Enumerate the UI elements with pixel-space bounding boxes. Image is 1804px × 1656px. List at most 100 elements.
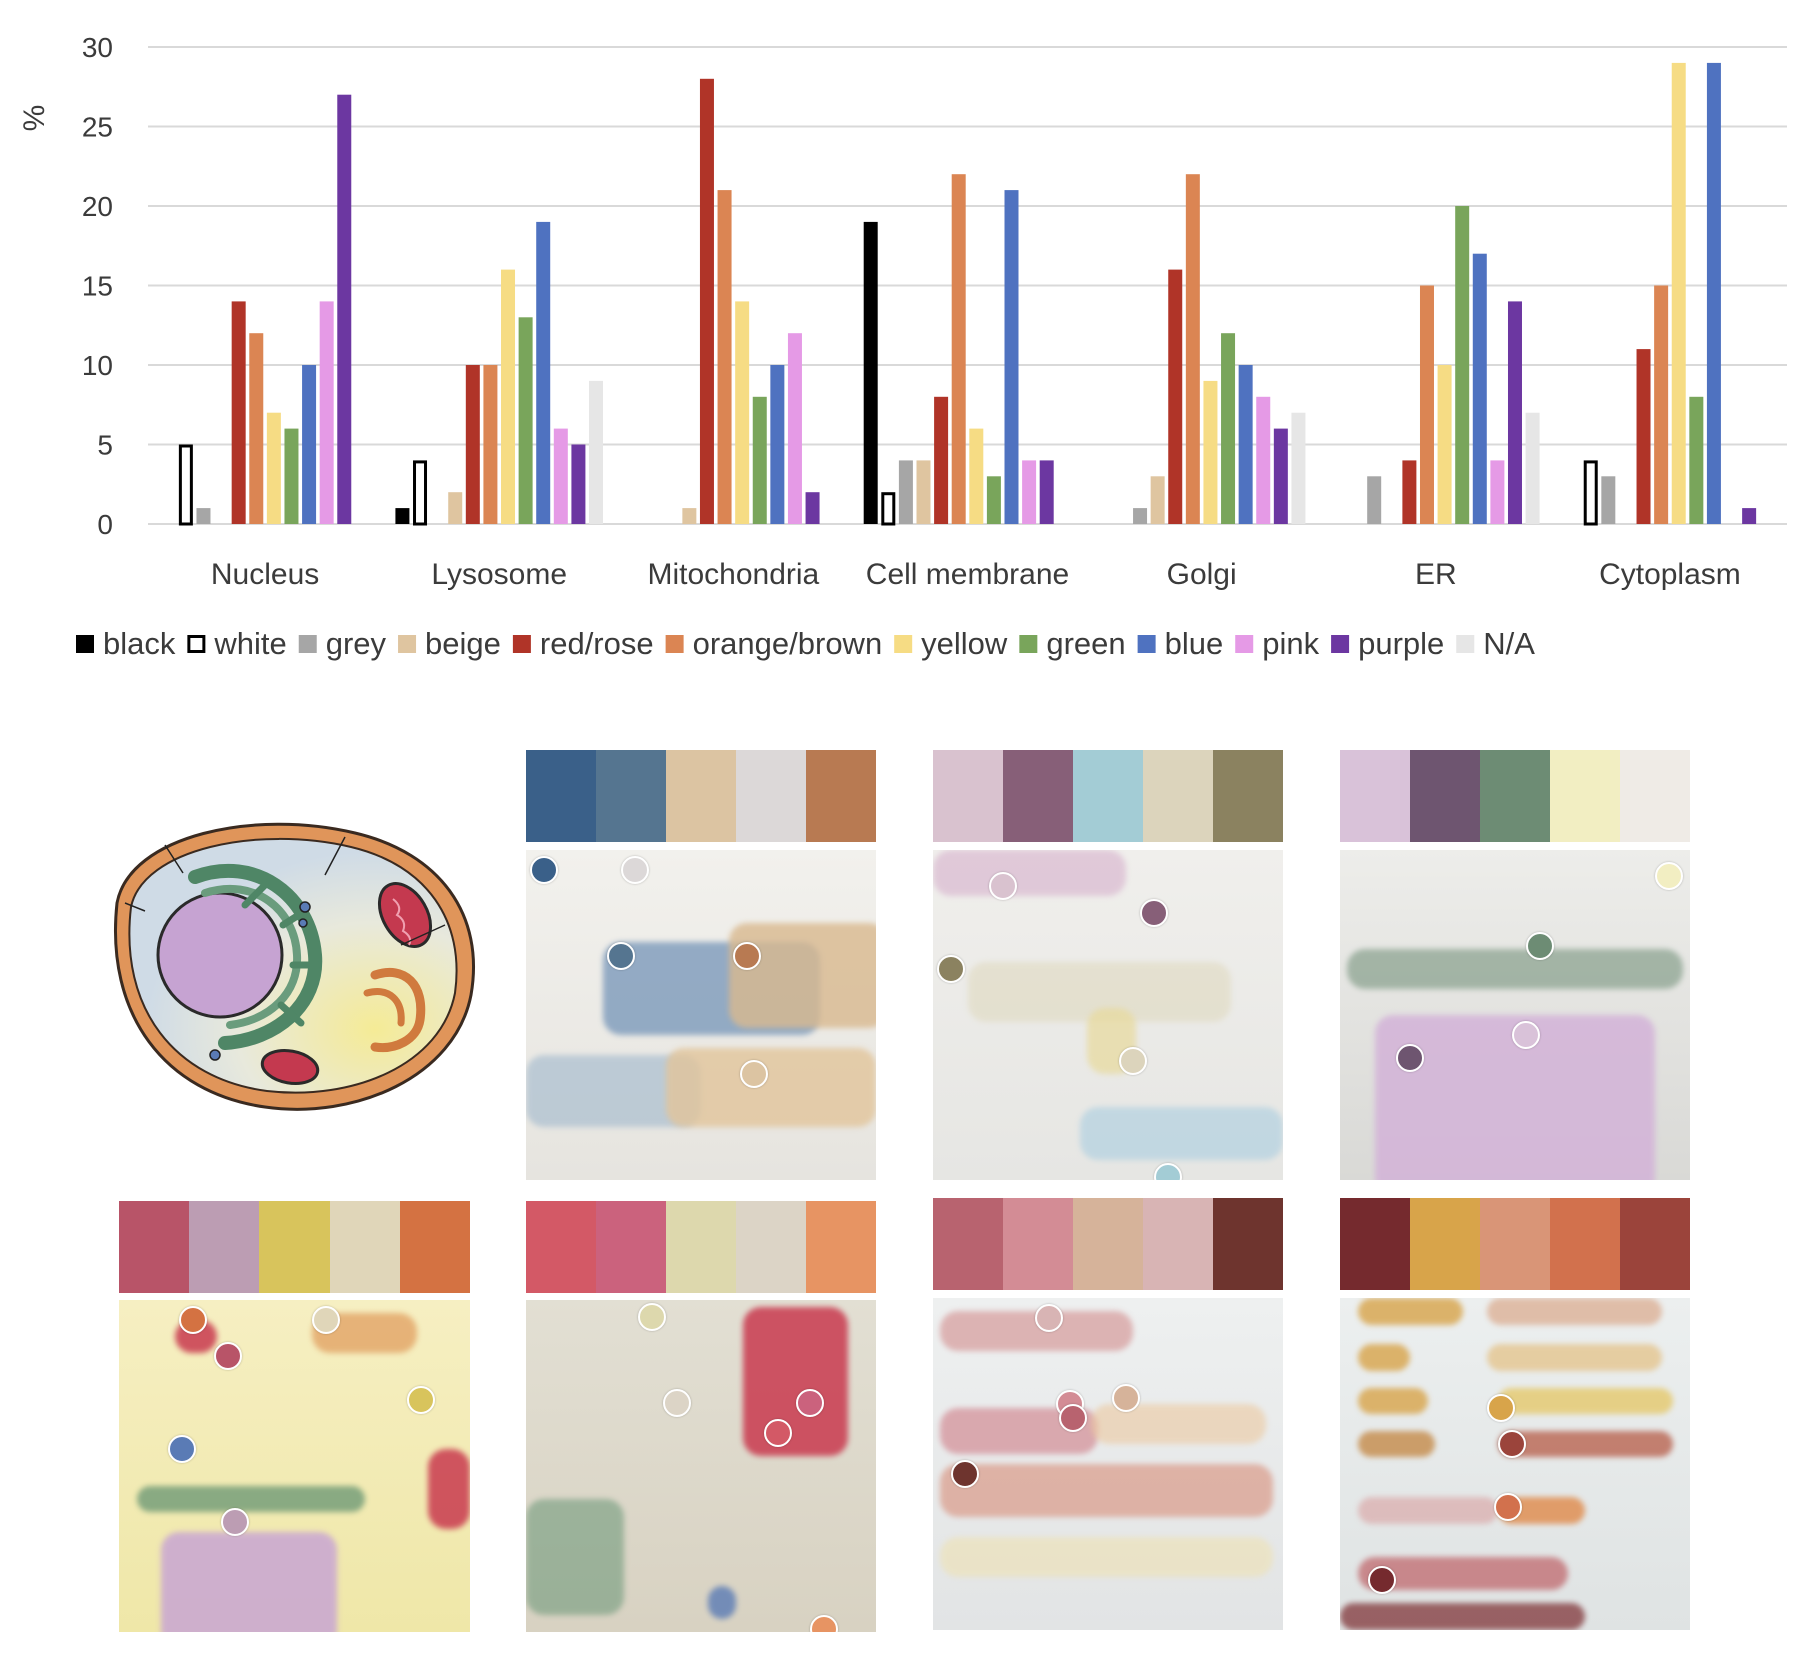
paint-stroke <box>1487 1298 1662 1325</box>
bar-er-na <box>1526 413 1540 524</box>
sampled-color-marker <box>740 1060 768 1088</box>
bar-lysosome-purple <box>571 445 585 525</box>
y-tick-label: 20 <box>82 191 113 222</box>
palette-swatch <box>1073 750 1143 842</box>
bar-golgi-na <box>1291 413 1305 524</box>
palette-swatch <box>666 1201 736 1293</box>
bar-nucleus-yellow <box>267 413 281 524</box>
legend-label: white <box>213 626 286 661</box>
palette-swatch <box>806 750 876 842</box>
palette-swatch <box>526 750 596 842</box>
bars <box>180 63 1756 524</box>
paint-stroke <box>161 1532 337 1632</box>
sampled-color-marker <box>214 1342 242 1370</box>
palette-swatch <box>596 750 666 842</box>
sampled-color-marker <box>796 1389 824 1417</box>
bar-mitochondria-orangebrown <box>718 190 732 524</box>
bar-cell-membrane-orangebrown <box>952 174 966 524</box>
sampled-color-marker <box>1396 1044 1424 1072</box>
bar-lysosome-black <box>395 508 409 524</box>
paint-stroke <box>1091 1404 1266 1444</box>
sampled-color-marker <box>1112 1384 1140 1412</box>
sampled-color-marker <box>951 1460 979 1488</box>
palette-swatch <box>1213 1198 1283 1290</box>
category-label: Cell membrane <box>866 558 1069 591</box>
bar-cytoplasm-blue <box>1707 63 1721 524</box>
bar-golgi-beige <box>1151 476 1165 524</box>
category-label: Mitochondria <box>647 558 819 591</box>
legend-swatch <box>1019 635 1037 653</box>
category-labels: Nucleus Lysosome Mitochondria Cell membrane… <box>211 558 1741 591</box>
palette-swatch <box>1340 750 1410 842</box>
bar-lysosome-white <box>415 462 426 524</box>
paint-stroke <box>1358 1388 1428 1415</box>
y-tick-label: 5 <box>97 430 113 461</box>
paint-stroke <box>1498 1388 1673 1415</box>
bar-lysosome-yellow <box>501 270 515 524</box>
legend-item: pink <box>1235 626 1319 661</box>
paint-stroke <box>743 1307 848 1456</box>
bar-lysosome-redrose <box>466 365 480 524</box>
bar-golgi-green <box>1221 333 1235 524</box>
legend-label: grey <box>326 626 387 661</box>
bar-cell-membrane-pink <box>1022 460 1036 524</box>
sampled-color-marker <box>1059 1404 1087 1432</box>
mitochondria-detail-photo <box>526 1300 876 1632</box>
palette-swatch <box>189 1201 259 1293</box>
bar-mitochondria-blue <box>770 365 784 524</box>
bar-er-pink <box>1490 460 1504 524</box>
y-axis-ticks: 051015202530 <box>82 32 113 540</box>
bar-nucleus-pink <box>320 301 334 524</box>
legend-label: black <box>103 626 176 661</box>
palette-swatch <box>1410 1198 1480 1290</box>
sampled-color-marker <box>810 1615 838 1632</box>
palette-strip <box>119 1201 470 1293</box>
bar-er-purple <box>1508 301 1522 524</box>
paint-stroke <box>1347 949 1683 989</box>
bar-cell-membrane-black <box>864 222 878 524</box>
sampled-color-marker <box>1498 1430 1526 1458</box>
sampled-color-marker <box>764 1419 792 1447</box>
watercolor-swatch-photo <box>526 850 876 1180</box>
paint-stroke <box>137 1486 365 1513</box>
palette-swatch <box>666 750 736 842</box>
legend-item: purple <box>1331 626 1444 661</box>
sampled-color-marker <box>937 955 965 983</box>
palette-swatch <box>1003 750 1073 842</box>
legend-item: blue <box>1138 626 1224 661</box>
legend-swatch <box>189 637 204 652</box>
legend-label: blue <box>1165 626 1224 661</box>
paint-stroke <box>1358 1431 1435 1458</box>
paint-stroke <box>526 1499 624 1615</box>
bar-golgi-grey <box>1133 508 1147 524</box>
palette-swatch <box>596 1201 666 1293</box>
legend-item: black <box>76 626 176 661</box>
legend-item: green <box>1019 626 1125 661</box>
legend-label: orange/brown <box>693 626 883 661</box>
palette-strip <box>1340 1198 1690 1290</box>
sampled-color-marker <box>179 1306 207 1334</box>
palette-strip <box>933 1198 1283 1290</box>
bar-nucleus-purple <box>337 95 351 524</box>
bar-cytoplasm-redrose <box>1637 349 1651 524</box>
legend-label: purple <box>1358 626 1444 661</box>
palette-swatch <box>1003 1198 1073 1290</box>
legend-label: red/rose <box>540 626 654 661</box>
sampled-color-marker <box>733 942 761 970</box>
legend-swatch <box>666 635 684 653</box>
legend-swatch <box>894 635 912 653</box>
bar-nucleus-grey <box>196 508 210 524</box>
bar-cell-membrane-beige <box>917 460 931 524</box>
paint-stroke <box>428 1449 470 1529</box>
sampled-color-marker <box>221 1508 249 1536</box>
bar-cytoplasm-grey <box>1601 476 1615 524</box>
legend-label: yellow <box>921 626 1008 661</box>
y-tick-label: 30 <box>82 32 113 63</box>
paint-stroke <box>933 850 1126 896</box>
y-tick-label: 10 <box>82 350 113 381</box>
bar-golgi-yellow <box>1203 381 1217 524</box>
paint-stroke <box>940 1537 1273 1577</box>
legend-swatch <box>398 635 416 653</box>
sampled-color-marker <box>1154 1163 1182 1180</box>
palette-swatch <box>1550 1198 1620 1290</box>
